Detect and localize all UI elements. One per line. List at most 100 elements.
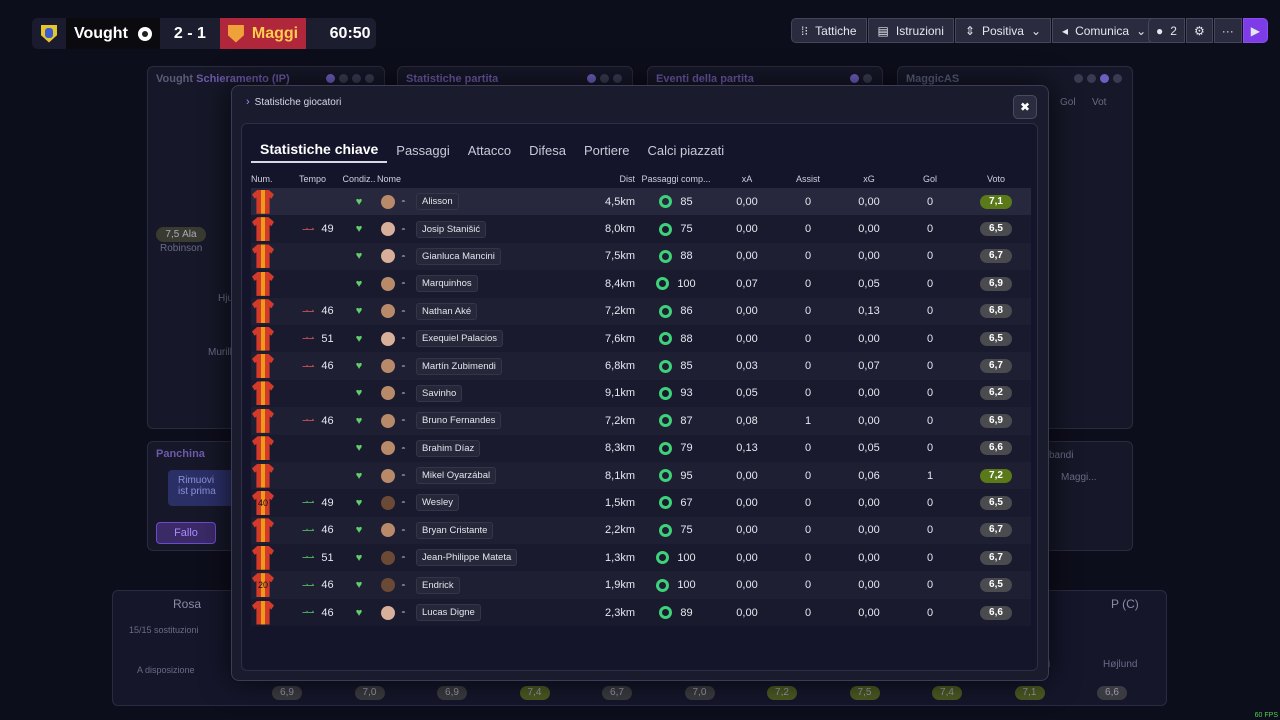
arrows-icon: ⇕ bbox=[964, 23, 975, 38]
player-name[interactable]: Savinho bbox=[416, 384, 463, 402]
table-row[interactable]: 20 ⇀⇀ 46 ♥ ◓ Endrick 1,9km 100 0,00 0 0,00 0 6,5 bbox=[251, 571, 1031, 599]
xg: 0,00 bbox=[858, 250, 880, 263]
close-button[interactable]: ✖ bbox=[1013, 95, 1037, 119]
mentality-dropdown[interactable]: ⇕ Positiva ⌄ bbox=[954, 18, 1052, 43]
table-row[interactable]: ⇀⇀ 49 ♥ ◓ Josip Stanišić 8,0km 75 0,00 0 0,00 0 6,5 bbox=[251, 215, 1031, 243]
col-condition[interactable]: Condiz.. bbox=[342, 174, 376, 184]
player-name[interactable]: Bruno Fernandes bbox=[416, 412, 502, 430]
col-num[interactable]: Num. bbox=[251, 174, 273, 184]
vote-badge: 7,2 bbox=[980, 468, 1012, 483]
table-row[interactable]: ♥ ◓ Mikel Oyarzábal 8,1km 95 0,00 0 0,06 1 7,2 bbox=[251, 461, 1031, 490]
player-name[interactable]: Marquinhos bbox=[416, 275, 478, 293]
col-vote[interactable]: Voto bbox=[986, 174, 1006, 184]
play-button[interactable]: ▶ bbox=[1242, 18, 1268, 43]
table-row[interactable]: ♥ ◓ Alisson 4,5km 85 0,00 0 0,00 0 7,1 bbox=[251, 188, 1031, 216]
player-name[interactable]: Mikel Oyarzábal bbox=[416, 467, 497, 485]
player-name[interactable]: Lucas Digne bbox=[416, 604, 481, 622]
tactics-button[interactable]: ⁞⁝ Tattiche bbox=[791, 18, 867, 43]
table-row[interactable]: ♥ ◓ Brahim Díaz 8,3km 79 0,13 0 0,05 0 6,6 bbox=[251, 434, 1031, 462]
right-bench-panel: bandi Maggi... bbox=[1042, 441, 1133, 551]
lineup-header: Vought Schieramento (IP) bbox=[156, 73, 290, 85]
xg: 0,05 bbox=[858, 277, 880, 290]
col-vot: Vot bbox=[1092, 97, 1107, 108]
pass-ring-icon bbox=[659, 441, 673, 455]
player-name[interactable]: Josip Stanišić bbox=[416, 220, 487, 238]
col-passes[interactable]: Passaggi comp... bbox=[641, 174, 711, 184]
table-row[interactable]: ⇀⇀ 46 ♥ ◓ Bryan Cristante 2,2km 75 0,00 0 0,00 0 6,… bbox=[251, 516, 1031, 545]
player-name[interactable]: Nathan Aké bbox=[416, 302, 478, 320]
table-row[interactable]: ⇀⇀ 51 ♥ ◓ Jean-Philippe Mateta 1,3km 100 0,00 0 0… bbox=[251, 544, 1031, 572]
player-stats-modal: › Statistiche giocatori ✖ Statistiche chi… bbox=[231, 85, 1049, 681]
player-name[interactable]: Wesley bbox=[416, 494, 459, 512]
lineup-team: Vought bbox=[156, 73, 194, 85]
instructions-button[interactable]: ▤ Istruzioni bbox=[867, 18, 954, 43]
col-assist[interactable]: Assist bbox=[795, 174, 820, 184]
table-row[interactable]: ⇀⇀ 46 ♥ ◓ Martín Zubimendi 6,8km 85 0,03 0 0,07 0 6… bbox=[251, 352, 1031, 380]
col-xg[interactable]: xG bbox=[863, 174, 875, 184]
table-row[interactable]: ♥ ◓ Gianluca Mancini 7,5km 88 0,00 0 0,00 0 6,7 bbox=[251, 242, 1031, 271]
player-avatar bbox=[381, 578, 395, 593]
player-avatar bbox=[381, 441, 395, 456]
users-button[interactable]: ● 2 bbox=[1148, 18, 1185, 43]
shirt-number: 40 bbox=[257, 497, 268, 508]
player-name[interactable]: Jean-Philippe Mateta bbox=[416, 549, 518, 567]
settings-button[interactable]: ⚙ bbox=[1185, 18, 1213, 43]
away-crest-icon bbox=[227, 24, 244, 43]
gol: 1 bbox=[926, 469, 934, 482]
tab-passes[interactable]: Passaggi bbox=[396, 142, 450, 158]
tab-attack[interactable]: Attacco bbox=[467, 142, 512, 158]
col-time[interactable]: Tempo bbox=[298, 174, 326, 184]
table-row[interactable]: ⇀⇀ 46 ♥ ◓ Lucas Digne 2,3km 89 0,00 0 0,00 0 6,6 bbox=[251, 598, 1031, 627]
assist: 0 bbox=[804, 195, 812, 208]
table-row[interactable]: ♥ ◓ Savinho 9,1km 93 0,05 0 0,00 0 6,2 bbox=[251, 379, 1031, 408]
communicate-dropdown[interactable]: ◂ Comunica ⌄ bbox=[1052, 18, 1157, 43]
table-row[interactable]: ⇀⇀ 51 ♥ ◓ Exequiel Palacios 7,6km 88 0,00 0 0,00 0… bbox=[251, 324, 1031, 353]
tab-goalkeeper[interactable]: Portiere bbox=[583, 142, 630, 158]
distance: 8,4km bbox=[605, 277, 635, 290]
tactics-icon: ⁞⁝ bbox=[801, 23, 809, 38]
assist: 1 bbox=[804, 414, 812, 427]
vote-badge: 6,7 bbox=[980, 550, 1012, 565]
player-name[interactable]: Bryan Cristante bbox=[416, 521, 494, 539]
player-name[interactable]: Martín Zubimendi bbox=[416, 357, 502, 375]
shirt-icon bbox=[252, 244, 274, 269]
xg: 0,00 bbox=[858, 496, 880, 509]
player-name[interactable]: Endrick bbox=[416, 576, 460, 594]
subs-count: 15/15 sostituzioni bbox=[129, 625, 199, 635]
player-name[interactable]: Alisson bbox=[416, 193, 459, 211]
player-avatar bbox=[381, 468, 395, 483]
person-icon: ◓ bbox=[401, 443, 406, 453]
shirt-icon bbox=[252, 354, 274, 379]
heart-icon: ♥ bbox=[355, 277, 363, 290]
col-xa[interactable]: xA bbox=[741, 174, 753, 184]
col-dist[interactable]: Dist bbox=[619, 174, 636, 184]
table-row[interactable]: ⇀⇀ 46 ♥ ◓ Nathan Aké 7,2km 86 0,00 0 0,13 0 6,8 bbox=[251, 297, 1031, 325]
tab-set-pieces[interactable]: Calci piazzati bbox=[647, 142, 725, 158]
more-button[interactable]: ··· bbox=[1213, 18, 1242, 43]
pass-ring-icon bbox=[659, 496, 673, 510]
player-name[interactable]: Gianluca Mancini bbox=[416, 247, 501, 265]
player-name[interactable]: Brahim Díaz bbox=[416, 439, 481, 457]
table-row[interactable]: ⇀⇀ 46 ♥ ◓ Bruno Fernandes 7,2km 87 0,08 1 0,00 0 6,… bbox=[251, 407, 1031, 435]
player-avatar bbox=[381, 222, 395, 237]
pass-ring-icon bbox=[656, 277, 670, 291]
passes-value: 86 bbox=[680, 305, 693, 318]
col-gol[interactable]: Gol bbox=[922, 174, 937, 184]
table-row[interactable]: ♥ ◓ Marquinhos 8,4km 100 0,07 0 0,05 0 6,9 bbox=[251, 270, 1031, 298]
assist: 0 bbox=[804, 305, 812, 318]
passes-value: 79 bbox=[680, 442, 693, 455]
player-name[interactable]: Exequiel Palacios bbox=[416, 330, 503, 348]
player-avatar bbox=[381, 605, 395, 620]
tab-defense[interactable]: Difesa bbox=[529, 142, 566, 158]
xg: 0,00 bbox=[858, 332, 880, 345]
distance: 9,1km bbox=[605, 387, 635, 400]
person-icon: ◓ bbox=[401, 388, 406, 398]
col-name[interactable]: Nome bbox=[377, 174, 402, 184]
heart-icon: ♥ bbox=[355, 195, 363, 208]
tab-key-stats[interactable]: Statistiche chiave bbox=[251, 137, 388, 163]
table-row[interactable]: 40 ⇀⇀ 49 ♥ ◓ Wesley 1,5km 67 0,00 0 0,00 0 6,5 bbox=[251, 489, 1031, 517]
distance: 7,6km bbox=[605, 332, 635, 345]
foul-button[interactable]: Fallo bbox=[156, 522, 216, 544]
player-murillo: Murill bbox=[208, 347, 232, 358]
shirt-icon bbox=[252, 600, 274, 625]
